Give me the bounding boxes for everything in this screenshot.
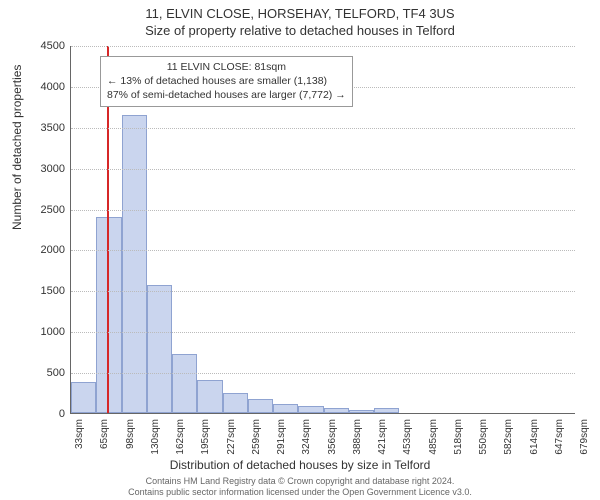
histogram-bar — [248, 399, 273, 413]
xtick-label: 162sqm — [175, 419, 186, 461]
histogram-bar — [298, 406, 323, 413]
histogram-bar — [273, 404, 298, 413]
histogram-bar — [324, 408, 349, 413]
ytick-label: 4500 — [25, 40, 65, 52]
page-title-2: Size of property relative to detached ho… — [0, 21, 600, 38]
xtick-label: 421sqm — [377, 419, 388, 461]
histogram-bar — [71, 382, 96, 413]
xtick-label: 388sqm — [352, 419, 363, 461]
footer-line1: Contains HM Land Registry data © Crown c… — [0, 476, 600, 487]
xtick-label: 291sqm — [276, 419, 287, 461]
xtick-label: 65sqm — [99, 419, 110, 461]
histogram-bar — [197, 380, 222, 413]
ytick-label: 0 — [25, 408, 65, 420]
gridline-h — [71, 332, 575, 333]
callout-line1: 11 ELVIN CLOSE: 81sqm — [107, 60, 346, 74]
gridline-h — [71, 210, 575, 211]
xtick-label: 324sqm — [301, 419, 312, 461]
ytick-label: 500 — [25, 367, 65, 379]
callout-line2: ← 13% of detached houses are smaller (1,… — [107, 74, 346, 88]
xtick-label: 195sqm — [200, 419, 211, 461]
xtick-label: 356sqm — [327, 419, 338, 461]
ytick-label: 2500 — [25, 204, 65, 216]
histogram-bar — [172, 354, 197, 413]
xtick-label: 647sqm — [554, 419, 565, 461]
ytick-label: 4000 — [25, 81, 65, 93]
xtick-label: 550sqm — [478, 419, 489, 461]
xtick-label: 679sqm — [579, 419, 590, 461]
xtick-label: 485sqm — [428, 419, 439, 461]
callout-box: 11 ELVIN CLOSE: 81sqm ← 13% of detached … — [100, 56, 353, 107]
footer-line2: Contains public sector information licen… — [0, 487, 600, 498]
xtick-label: 98sqm — [125, 419, 136, 461]
ytick-label: 1500 — [25, 285, 65, 297]
ytick-label: 2000 — [25, 244, 65, 256]
histogram-bar — [122, 115, 147, 413]
gridline-h — [71, 46, 575, 47]
xtick-label: 614sqm — [529, 419, 540, 461]
histogram-bar — [223, 393, 248, 413]
gridline-h — [71, 373, 575, 374]
xtick-label: 130sqm — [150, 419, 161, 461]
histogram-bar — [147, 285, 172, 413]
ytick-label: 3500 — [25, 122, 65, 134]
x-axis-label: Distribution of detached houses by size … — [0, 458, 600, 472]
ytick-label: 3000 — [25, 163, 65, 175]
gridline-h — [71, 250, 575, 251]
xtick-label: 33sqm — [74, 419, 85, 461]
y-axis-label: Number of detached properties — [10, 65, 24, 230]
histogram-bar — [374, 408, 399, 413]
gridline-h — [71, 169, 575, 170]
ytick-label: 1000 — [25, 326, 65, 338]
callout-line3: 87% of semi-detached houses are larger (… — [107, 88, 346, 102]
page-title-1: 11, ELVIN CLOSE, HORSEHAY, TELFORD, TF4 … — [0, 0, 600, 21]
histogram-bar — [349, 410, 374, 413]
gridline-h — [71, 291, 575, 292]
xtick-label: 518sqm — [453, 419, 464, 461]
gridline-h — [71, 128, 575, 129]
footer-attribution: Contains HM Land Registry data © Crown c… — [0, 476, 600, 498]
xtick-label: 227sqm — [226, 419, 237, 461]
xtick-label: 582sqm — [503, 419, 514, 461]
xtick-label: 259sqm — [251, 419, 262, 461]
xtick-label: 453sqm — [402, 419, 413, 461]
